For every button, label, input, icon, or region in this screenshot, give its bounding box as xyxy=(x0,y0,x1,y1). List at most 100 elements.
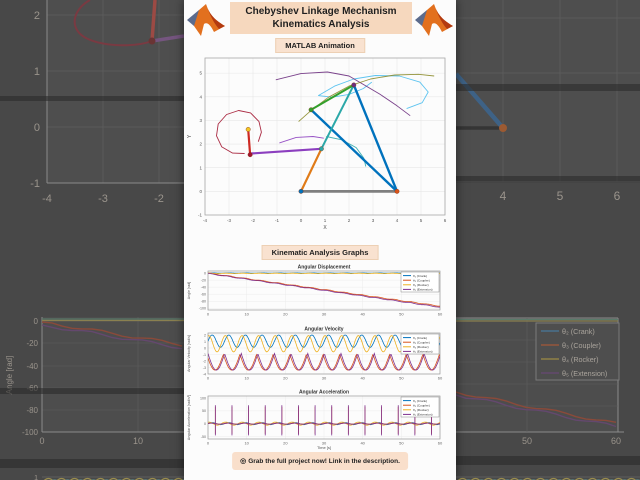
svg-text:0: 0 xyxy=(39,436,44,446)
svg-text:-100: -100 xyxy=(199,307,206,311)
svg-text:50: 50 xyxy=(399,312,404,317)
svg-text:60: 60 xyxy=(438,441,443,446)
svg-text:4: 4 xyxy=(500,189,507,203)
svg-text:3: 3 xyxy=(372,218,375,223)
svg-text:θ₄ (Rocker): θ₄ (Rocker) xyxy=(413,408,429,412)
svg-text:θ₅ (Extension): θ₅ (Extension) xyxy=(413,350,432,354)
svg-text:-4: -4 xyxy=(203,218,207,223)
svg-text:40: 40 xyxy=(360,312,365,317)
mechanism-plot: -4 -3 -2 -1 0 1 2 3 4 5 6 -1 0 1 2 3 4 5 X Y xyxy=(187,57,447,231)
svg-text:60: 60 xyxy=(438,312,443,317)
svg-text:Angular Displacement: Angular Displacement xyxy=(298,265,351,271)
svg-text:30: 30 xyxy=(322,376,327,381)
svg-text:θ₃ (Coupler): θ₃ (Coupler) xyxy=(413,278,430,282)
film-band xyxy=(456,456,640,465)
svg-text:0: 0 xyxy=(204,346,206,350)
svg-text:Y: Y xyxy=(187,134,193,138)
svg-text:2: 2 xyxy=(204,333,206,337)
svg-text:50: 50 xyxy=(399,376,404,381)
svg-text:-3: -3 xyxy=(203,366,206,370)
svg-text:-60: -60 xyxy=(201,293,206,297)
svg-text:100: 100 xyxy=(200,396,206,400)
svg-text:-4: -4 xyxy=(42,193,52,205)
matlab-animation-badge: MATLAB Animation xyxy=(275,38,365,53)
cta-text: Grab the full project now! Link in the d… xyxy=(248,458,400,465)
svg-text:0: 0 xyxy=(204,272,206,276)
svg-text:θ₄ (Rocker): θ₄ (Rocker) xyxy=(562,355,598,364)
svg-text:4: 4 xyxy=(199,94,202,99)
svg-text:1: 1 xyxy=(199,165,202,170)
svg-text:50: 50 xyxy=(202,409,206,413)
svg-text:-80: -80 xyxy=(201,300,206,304)
svg-text:-1: -1 xyxy=(275,218,279,223)
film-band xyxy=(0,388,184,394)
svg-text:10: 10 xyxy=(133,436,143,446)
svg-text:2: 2 xyxy=(348,218,351,223)
svg-text:2: 2 xyxy=(199,142,202,147)
svg-text:θ₅ (Extension): θ₅ (Extension) xyxy=(413,288,432,292)
svg-text:-4: -4 xyxy=(203,372,206,376)
svg-text:20: 20 xyxy=(283,376,288,381)
svg-text:θ₃ (Coupler): θ₃ (Coupler) xyxy=(562,341,601,350)
svg-text:60: 60 xyxy=(438,376,443,381)
svg-text:θ₄ (Rocker): θ₄ (Rocker) xyxy=(413,283,429,287)
svg-text:-20: -20 xyxy=(26,339,38,348)
film-band xyxy=(456,84,640,91)
svg-text:θ₂ (Crank): θ₂ (Crank) xyxy=(413,274,427,278)
svg-text:-2: -2 xyxy=(203,359,206,363)
svg-text:θ₂ (Crank): θ₂ (Crank) xyxy=(413,399,427,403)
svg-text:Angle [rad]: Angle [rad] xyxy=(5,356,14,395)
svg-text:6: 6 xyxy=(444,218,447,223)
bg-mechanism-right: 4 5 6 xyxy=(456,0,640,203)
film-band xyxy=(0,459,184,468)
content-panel: Chebyshev Linkage Mechanism Kinematics A… xyxy=(184,0,456,480)
svg-text:1: 1 xyxy=(204,340,206,344)
svg-text:Time [s]: Time [s] xyxy=(317,445,331,450)
svg-text:0: 0 xyxy=(34,122,40,134)
svg-text:5: 5 xyxy=(199,71,202,76)
svg-text:-1: -1 xyxy=(203,353,206,357)
svg-text:10: 10 xyxy=(244,441,249,446)
angular-displacement-plot: Angular Displacement 0 10 20 30 40 50 60 0 -20 -40… xyxy=(187,265,443,317)
svg-text:θ₃ (Coupler): θ₃ (Coupler) xyxy=(413,403,430,407)
film-band xyxy=(0,96,184,101)
svg-text:-100: -100 xyxy=(22,428,39,437)
target-icon: ◎ xyxy=(240,458,247,465)
svg-text:0: 0 xyxy=(300,218,303,223)
svg-text:-40: -40 xyxy=(26,362,38,371)
matlab-logo-membrane xyxy=(194,4,225,36)
svg-text:10: 10 xyxy=(244,376,249,381)
svg-text:θ₅ (Extension): θ₅ (Extension) xyxy=(413,413,432,417)
svg-text:0: 0 xyxy=(204,422,206,426)
svg-text:Angular Acceleration [rad/s²]: Angular Acceleration [rad/s²] xyxy=(187,395,191,440)
svg-text:Angular Velocity: Angular Velocity xyxy=(304,327,343,333)
svg-text:5: 5 xyxy=(557,189,564,203)
title-line-2: Kinematics Analysis xyxy=(272,19,370,30)
svg-text:-40: -40 xyxy=(201,286,206,290)
svg-text:0: 0 xyxy=(207,312,210,317)
bg-graph-right: 50 60 θ₂ (Crank) θ₃ (Coupler) θ₄ (Rocker) θ₅ … xyxy=(456,317,640,480)
svg-text:30: 30 xyxy=(322,441,327,446)
svg-text:1: 1 xyxy=(34,475,38,480)
svg-text:1: 1 xyxy=(34,66,40,78)
kinematic-graphs-badge: Kinematic Analysis Graphs xyxy=(261,245,379,260)
matlab-logo-shade xyxy=(206,4,225,29)
title-banner: Chebyshev Linkage Mechanism Kinematics A… xyxy=(230,2,412,34)
svg-text:Angle [rad]: Angle [rad] xyxy=(187,282,191,299)
svg-text:-2: -2 xyxy=(251,218,255,223)
cta-banner: ◎ Grab the full project now! Link in the … xyxy=(232,452,408,470)
matlab-logo-right xyxy=(415,4,453,36)
svg-text:40: 40 xyxy=(360,441,365,446)
svg-text:-50: -50 xyxy=(201,435,206,439)
title-line-1: Chebyshev Linkage Mechanism xyxy=(245,6,397,17)
svg-text:20: 20 xyxy=(283,441,288,446)
svg-text:Angular Acceleration: Angular Acceleration xyxy=(299,390,349,396)
svg-text:-80: -80 xyxy=(26,406,38,415)
svg-text:-2: -2 xyxy=(154,193,164,205)
svg-text:-1: -1 xyxy=(198,213,202,218)
svg-text:-3: -3 xyxy=(98,193,108,205)
svg-text:θ₄ (Rocker): θ₄ (Rocker) xyxy=(413,345,429,349)
